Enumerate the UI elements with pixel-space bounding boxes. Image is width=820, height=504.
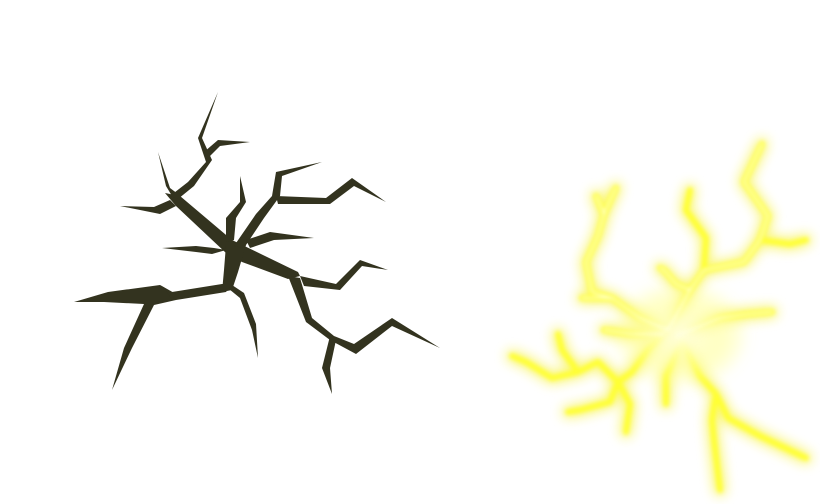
glow-crack-branch — [683, 187, 709, 273]
glow-crack-highlight — [602, 328, 666, 336]
glow-crack-branch — [757, 237, 809, 247]
glow-crack-branch — [713, 391, 809, 461]
glow-crack-highlight — [674, 310, 774, 338]
glow-crack-highlight — [584, 194, 670, 332]
glow-crack-branch — [615, 379, 633, 435]
glow-crack-highlight — [666, 142, 770, 332]
glow-crack-core-lines — [580, 142, 774, 338]
glow-crack-branch — [555, 331, 581, 375]
glow-crack-highlight — [602, 186, 618, 216]
glowing-crack-icon — [506, 138, 812, 496]
dark-crack-icon — [74, 92, 440, 394]
glow-crack-highlight — [658, 266, 692, 292]
glow-crack-branch — [565, 379, 621, 415]
